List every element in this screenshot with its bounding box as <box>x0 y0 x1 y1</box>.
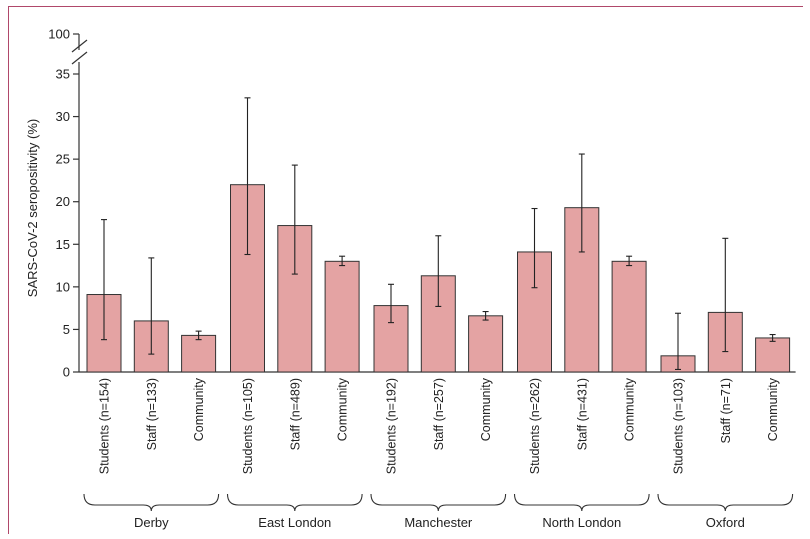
y-tick-label: 25 <box>56 152 70 167</box>
category-labels: Students (n=154) Staff (n=133) Community St… <box>98 377 781 474</box>
category-label: Students (n=105) <box>241 378 255 474</box>
group-brace <box>83 493 220 512</box>
group-brace <box>226 493 363 512</box>
y-tick-label: 30 <box>56 109 70 124</box>
y-tick-label: 15 <box>56 237 70 252</box>
group-label: Manchester <box>404 515 473 530</box>
group-label: Derby <box>134 515 169 530</box>
y-tick-label: 35 <box>56 67 70 82</box>
bar <box>324 260 360 373</box>
bar <box>468 315 504 373</box>
axis-break-mark <box>71 51 88 65</box>
y-tick-label: 10 <box>56 279 70 294</box>
bar <box>277 225 313 373</box>
category-label: Staff (n=257) <box>432 378 446 450</box>
category-label: Staff (n=431) <box>575 378 589 450</box>
category-label: Staff (n=71) <box>719 378 733 443</box>
group-brace <box>657 493 794 512</box>
group-braces: Derby East London Manchester North London Ox… <box>83 493 794 530</box>
category-label: Community <box>479 377 493 441</box>
bar <box>755 337 791 373</box>
bar <box>181 334 217 373</box>
y-tick-label: 20 <box>56 194 70 209</box>
y-tick-label: 0 <box>63 365 70 380</box>
group-label: Oxford <box>706 515 745 530</box>
y-tick-label: 5 <box>63 322 70 337</box>
y-axis-label: SARS-CoV-2 seropositivity (%) <box>25 119 40 297</box>
category-label: Community <box>336 377 350 441</box>
group-brace <box>513 493 650 512</box>
category-label: Community <box>623 377 637 441</box>
category-label: Students (n=192) <box>385 378 399 474</box>
y-tick-label: 100 <box>48 27 70 42</box>
category-label: Students (n=154) <box>98 378 112 474</box>
category-label: Community <box>192 377 206 441</box>
bar <box>611 260 647 373</box>
category-label: Staff (n=489) <box>288 378 302 450</box>
group-label: North London <box>542 515 621 530</box>
category-label: Students (n=262) <box>528 378 542 474</box>
group-brace <box>370 493 507 512</box>
group-label: East London <box>258 515 331 530</box>
axis-break-mark <box>71 39 88 53</box>
category-label: Students (n=103) <box>672 378 686 474</box>
bars <box>86 97 791 373</box>
figure-frame <box>8 6 803 534</box>
category-label: Staff (n=133) <box>145 378 159 450</box>
category-label: Community <box>766 377 780 441</box>
